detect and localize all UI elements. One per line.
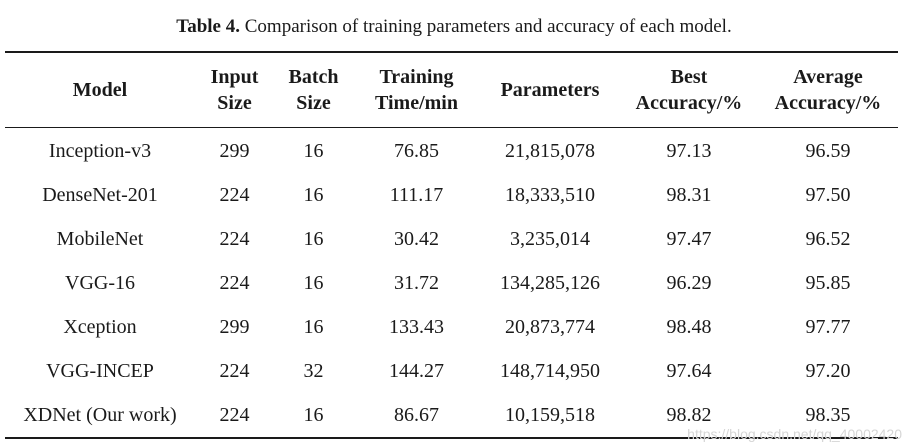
header-rule — [5, 127, 898, 128]
table-cell: 97.20 — [805, 359, 851, 382]
model-name-cell: XDNet (Our work) — [23, 403, 177, 426]
model-name-cell: DenseNet-201 — [42, 183, 158, 206]
table-cell: 96.52 — [805, 227, 851, 250]
column-header: Average Accuracy/% — [758, 53, 898, 127]
table-cell: 224 — [219, 403, 250, 426]
results-table-container: Model Input Size Batch Size Training Time/min P… — [5, 51, 898, 439]
table-cell: 97.47 — [666, 227, 712, 250]
table-cell: 16 — [303, 227, 324, 250]
column-header-line: Size — [217, 92, 252, 114]
column-header-line: Best — [670, 66, 708, 88]
table-cell: 16 — [303, 271, 324, 294]
table-cell: 97.13 — [666, 139, 712, 162]
column-header: Best Accuracy/% — [620, 53, 758, 127]
table-row: Xception 299 16 133.43 20,873,774 98.48 97.77 — [5, 305, 898, 349]
table-cell: 76.85 — [394, 139, 439, 162]
column-header-line: Model — [72, 79, 128, 101]
bottom-rule — [5, 437, 898, 439]
table-cell: 98.31 — [666, 183, 712, 206]
table-cell: 86.67 — [394, 403, 439, 426]
table-cell: 20,873,774 — [505, 315, 595, 338]
column-header: Parameters — [480, 53, 620, 127]
table-cell: 16 — [303, 139, 324, 162]
table-cell: 111.17 — [389, 183, 444, 206]
column-header: Batch Size — [274, 53, 353, 127]
caption-text: Comparison of training parameters and ac… — [244, 16, 732, 37]
column-header-line: Accuracy/% — [635, 92, 743, 114]
table-cell: 98.82 — [666, 403, 712, 426]
table-cell: 97.64 — [666, 359, 712, 382]
table-cell: 16 — [303, 315, 324, 338]
table-cell: 144.27 — [389, 359, 444, 382]
table-cell: 224 — [219, 359, 250, 382]
table-cell: 133.43 — [389, 315, 444, 338]
table-cell: 224 — [219, 227, 250, 250]
table-row: VGG-INCEP 224 32 144.27 148,714,950 97.64 97.2… — [5, 349, 898, 393]
table-cell: 224 — [219, 271, 250, 294]
watermark: https://blog.csdn.net/qq_40002420 — [687, 426, 902, 442]
table-cell: 98.35 — [805, 403, 851, 426]
table-row: DenseNet-201 224 16 111.17 18,333,510 98.31 97… — [5, 173, 898, 217]
table-cell: 97.77 — [805, 315, 851, 338]
table-cell: 98.48 — [666, 315, 712, 338]
table-body: Inception-v3 299 16 76.85 21,815,078 97.13 96.… — [5, 128, 898, 437]
table-cell: 148,714,950 — [500, 359, 600, 382]
table-cell: 96.59 — [805, 139, 851, 162]
column-header: Training Time/min — [353, 53, 480, 127]
table-cell: 299 — [219, 315, 250, 338]
top-rule — [5, 51, 898, 53]
table-cell: 31.72 — [394, 271, 439, 294]
model-name-cell: Inception-v3 — [48, 139, 152, 162]
results-table: Model Input Size Batch Size Training Time/min P… — [5, 53, 898, 127]
table-cell: 16 — [303, 183, 324, 206]
model-name-cell: VGG-INCEP — [46, 359, 154, 382]
table-cell: 97.50 — [805, 183, 851, 206]
column-header-line: Size — [296, 92, 331, 114]
column-header-line: Time/min — [375, 92, 458, 114]
column-header-line: Average — [793, 66, 863, 88]
table-cell: 30.42 — [394, 227, 439, 250]
column-header-line: Training — [379, 66, 454, 88]
column-header: Model — [5, 53, 195, 127]
table-cell: 10,159,518 — [505, 403, 595, 426]
table-cell: 32 — [303, 359, 324, 382]
table-cell: 3,235,014 — [510, 227, 590, 250]
table-cell: 18,333,510 — [505, 183, 595, 206]
table-cell: 96.29 — [666, 271, 712, 294]
table-row: VGG-16 224 16 31.72 134,285,126 96.29 95.85 — [5, 261, 898, 305]
table-cell: 224 — [219, 183, 250, 206]
results-table-body: Inception-v3 299 16 76.85 21,815,078 97.13 96.… — [5, 128, 898, 437]
model-name-cell: MobileNet — [56, 227, 144, 250]
table-row: XDNet (Our work) 224 16 86.67 10,159,518 98.8… — [5, 393, 898, 437]
column-header-line: Batch — [288, 66, 339, 88]
table-header: Model Input Size Batch Size Training Time/min P… — [5, 53, 898, 127]
table-cell: 16 — [303, 403, 324, 426]
table-cell: 21,815,078 — [505, 139, 595, 162]
model-name-cell: VGG-16 — [65, 271, 135, 294]
column-header: Input Size — [195, 53, 274, 127]
column-header-line: Accuracy/% — [774, 92, 882, 114]
table-cell: 299 — [219, 139, 250, 162]
caption-label: Table 4. — [176, 16, 240, 37]
table-cell: 95.85 — [805, 271, 851, 294]
table-row: MobileNet 224 16 30.42 3,235,014 97.47 96.52 — [5, 217, 898, 261]
column-header-line: Input — [210, 66, 259, 88]
table-row: Inception-v3 299 16 76.85 21,815,078 97.13 96.… — [5, 128, 898, 173]
column-header-line: Parameters — [500, 79, 600, 101]
table-caption: Table 4. Comparison of training paramete… — [0, 14, 908, 40]
model-name-cell: Xception — [63, 315, 137, 338]
table-cell: 134,285,126 — [500, 271, 600, 294]
header-row: Model Input Size Batch Size Training Time/min P… — [5, 53, 898, 127]
